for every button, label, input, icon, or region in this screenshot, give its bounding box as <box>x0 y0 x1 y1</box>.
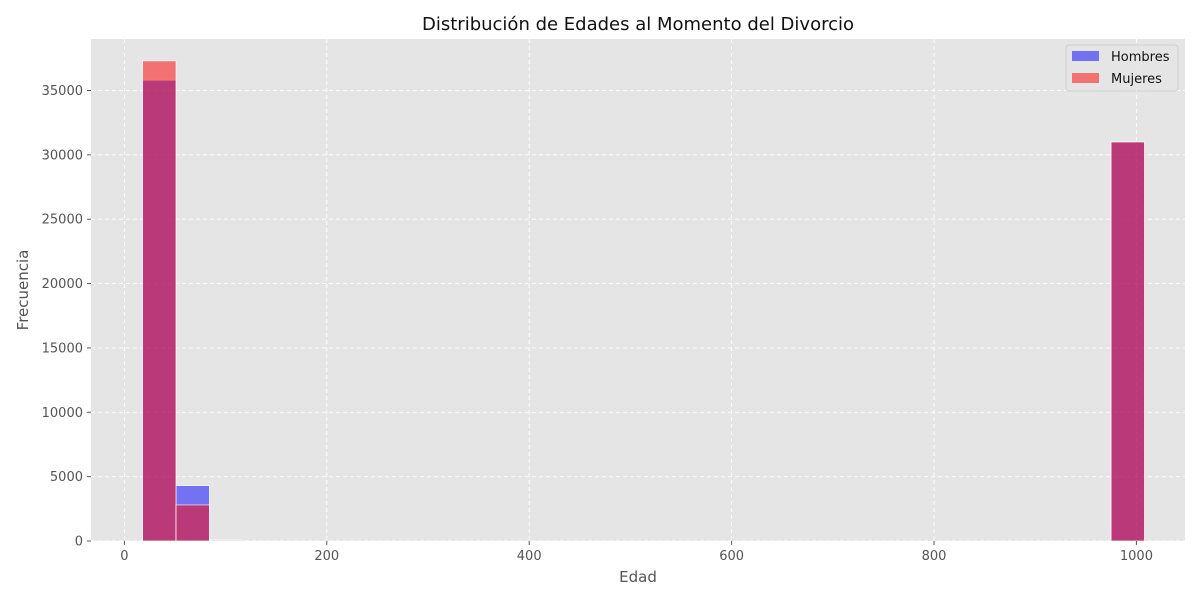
legend-label-mujeres: Mujeres <box>1111 72 1162 87</box>
bar-mujeres <box>1110 141 1145 542</box>
grid-lines <box>91 39 1185 542</box>
legend-swatch-mujeres <box>1072 73 1099 83</box>
y-tick-label: 15000 <box>42 341 83 356</box>
plot-area <box>91 39 1185 541</box>
x-tick-label: 400 <box>517 549 542 564</box>
x-tick-label: 200 <box>314 549 339 564</box>
bar-mujeres <box>142 60 177 542</box>
legend: Hombres Mujeres <box>1065 44 1179 92</box>
y-tick-label: 35000 <box>42 84 83 99</box>
legend-label-hombres: Hombres <box>1111 50 1170 65</box>
chart-title: Distribución de Edades al Momento del Di… <box>422 14 854 35</box>
y-tick-label: 5000 <box>50 470 83 485</box>
x-axis-label: Edad <box>619 568 657 586</box>
y-tick-label: 10000 <box>42 406 83 421</box>
y-axis-ticks: 0 5000 10000 15000 20000 25000 30000 35000 <box>42 84 91 550</box>
histogram-bars <box>142 60 1145 542</box>
x-tick-label: 1000 <box>1120 549 1153 564</box>
x-tick-label: 600 <box>719 549 744 564</box>
y-tick-label: 0 <box>75 535 83 550</box>
y-tick-label: 30000 <box>42 148 83 163</box>
bar-mujeres <box>175 504 210 542</box>
y-axis-label: Frecuencia <box>14 250 32 331</box>
x-axis-ticks: 0 200 400 600 800 1000 <box>120 541 1153 564</box>
x-tick-label: 0 <box>120 549 128 564</box>
legend-swatch-hombres <box>1072 51 1099 61</box>
y-tick-label: 20000 <box>42 277 83 292</box>
x-tick-label: 800 <box>922 549 947 564</box>
y-tick-label: 25000 <box>42 213 83 228</box>
